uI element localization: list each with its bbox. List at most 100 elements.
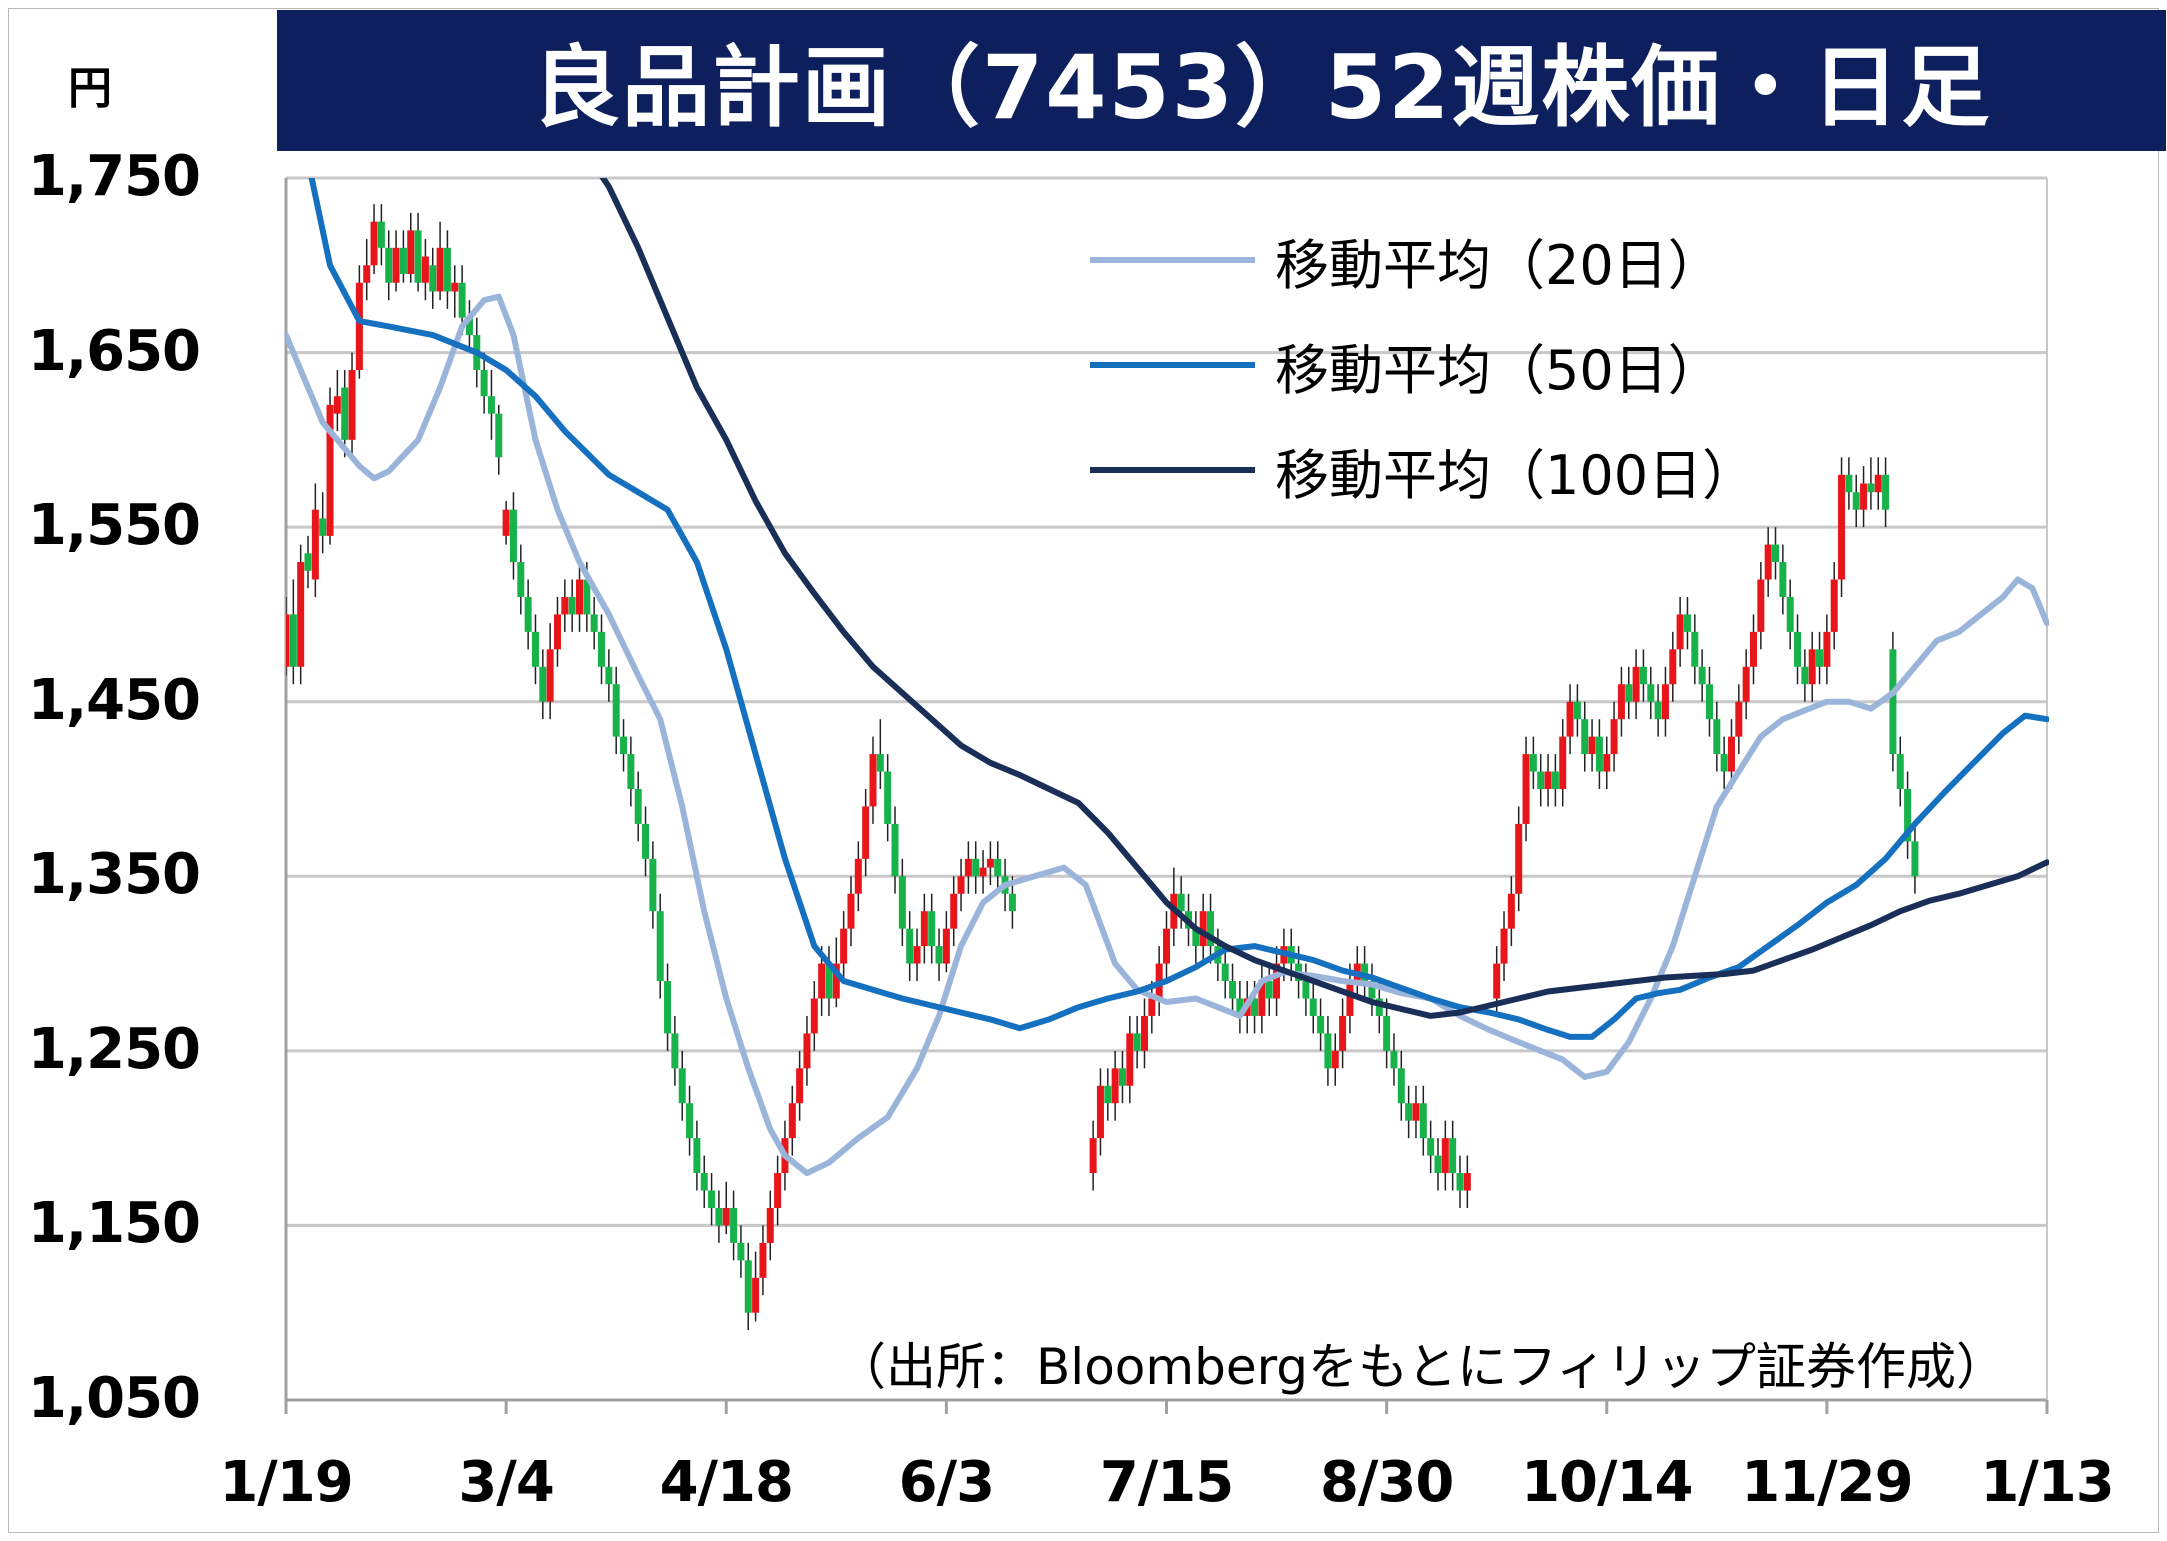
y-tick-label: 1,150: [27, 1191, 201, 1257]
candle-up: [1632, 666, 1640, 702]
candle-up: [869, 754, 877, 807]
candle-up: [1603, 754, 1611, 772]
candle-down: [480, 370, 488, 397]
candle-down: [876, 754, 884, 772]
legend-swatch-ma100: [1090, 467, 1255, 473]
candle-down: [319, 518, 327, 536]
x-tick-label: 11/29: [1741, 1450, 1913, 1515]
candle-down: [634, 789, 642, 824]
candle-down: [1118, 1068, 1126, 1086]
candle-down: [1449, 1138, 1457, 1174]
candle-down: [700, 1173, 708, 1191]
legend-swatch-ma50: [1090, 362, 1255, 368]
candle-up: [1346, 981, 1354, 1016]
candle-down: [1177, 893, 1185, 912]
y-tick-label: 1,350: [27, 842, 201, 908]
candle-up: [722, 1207, 730, 1226]
candle-up: [546, 649, 554, 702]
candle-down: [1427, 1138, 1435, 1156]
candle-down: [1317, 1015, 1325, 1034]
candle-down: [1537, 771, 1545, 789]
y-tick-label: 1,050: [27, 1366, 201, 1431]
candle-down: [708, 1190, 716, 1208]
candle-down: [906, 928, 914, 964]
candle-down: [1383, 1015, 1391, 1051]
candle-up: [421, 256, 429, 283]
candle-up: [1522, 754, 1530, 824]
candle-up: [297, 562, 305, 667]
candle-up: [942, 928, 950, 964]
candle-up: [979, 867, 987, 877]
ma50-line: [308, 178, 2049, 1040]
candle-up: [1610, 719, 1618, 755]
candle-down: [465, 317, 473, 336]
x-tick-label: 7/15: [1099, 1450, 1234, 1515]
candle-down: [429, 265, 437, 292]
candle-up: [561, 596, 569, 615]
candle-down: [1397, 1068, 1405, 1104]
candle-up: [1823, 631, 1831, 667]
candle-down: [598, 631, 606, 667]
candle-down: [1911, 841, 1919, 877]
candle-down: [1816, 649, 1824, 667]
candle-up: [1838, 474, 1846, 580]
candle-up: [810, 998, 818, 1034]
candle-down: [1639, 666, 1647, 685]
candle-down: [737, 1242, 745, 1261]
candle-down: [568, 596, 576, 615]
candle-down: [1801, 666, 1809, 685]
candle-down: [1904, 789, 1912, 842]
candle-up: [1742, 666, 1750, 702]
candle-up: [1661, 684, 1669, 720]
candle-down: [509, 509, 517, 563]
candle-up: [436, 247, 444, 292]
candle-up: [1750, 631, 1757, 667]
y-tick-label: 1,750: [27, 144, 201, 209]
candle-up: [1727, 736, 1735, 772]
candle-down: [1772, 544, 1780, 563]
legend-item-ma20: 移動平均（20日）: [1090, 225, 1722, 297]
candle-down: [678, 1068, 686, 1104]
candle-down: [656, 911, 664, 982]
candle-up: [986, 858, 994, 868]
candle-down: [1705, 684, 1713, 720]
candle-up: [1559, 736, 1567, 789]
candle-up: [1412, 1103, 1420, 1121]
candle-up: [818, 963, 826, 999]
candle-down: [1309, 998, 1317, 1016]
candle-down: [620, 736, 628, 755]
candle-up: [788, 1103, 796, 1139]
candle-up: [832, 963, 840, 999]
candle-down: [1207, 911, 1215, 947]
candle-down: [994, 858, 1002, 877]
candle-down: [612, 684, 620, 737]
x-tick-label: 1/13: [1980, 1450, 2114, 1515]
candle-up: [1493, 963, 1501, 999]
candle-up: [502, 509, 510, 536]
candle-up: [766, 1207, 774, 1243]
candle-down: [686, 1103, 694, 1139]
candles-group: [286, 178, 2049, 1331]
candle-down: [1265, 981, 1273, 999]
legend-label-ma50: 移動平均（50日）: [1275, 338, 1722, 402]
candle-down: [898, 876, 906, 929]
candle-down: [1845, 474, 1853, 493]
candle-up: [1507, 893, 1515, 929]
candle-up: [392, 247, 400, 283]
y-tick-label: 1,550: [27, 493, 201, 559]
candle-down: [524, 596, 532, 632]
candle-up: [407, 230, 415, 275]
candle-down: [715, 1207, 723, 1226]
candle-down: [443, 247, 451, 292]
candle-down: [517, 562, 525, 597]
candle-up: [553, 614, 561, 650]
legend-label-ma20: 移動平均（20日）: [1275, 233, 1722, 297]
candle-up: [286, 614, 290, 667]
candle-up: [759, 1242, 767, 1278]
candle-down: [928, 911, 936, 947]
candle-down: [1779, 562, 1787, 597]
candle-down: [414, 230, 422, 283]
candle-up: [1860, 483, 1868, 510]
candle-up: [840, 928, 848, 964]
candle-up: [1331, 1050, 1339, 1069]
